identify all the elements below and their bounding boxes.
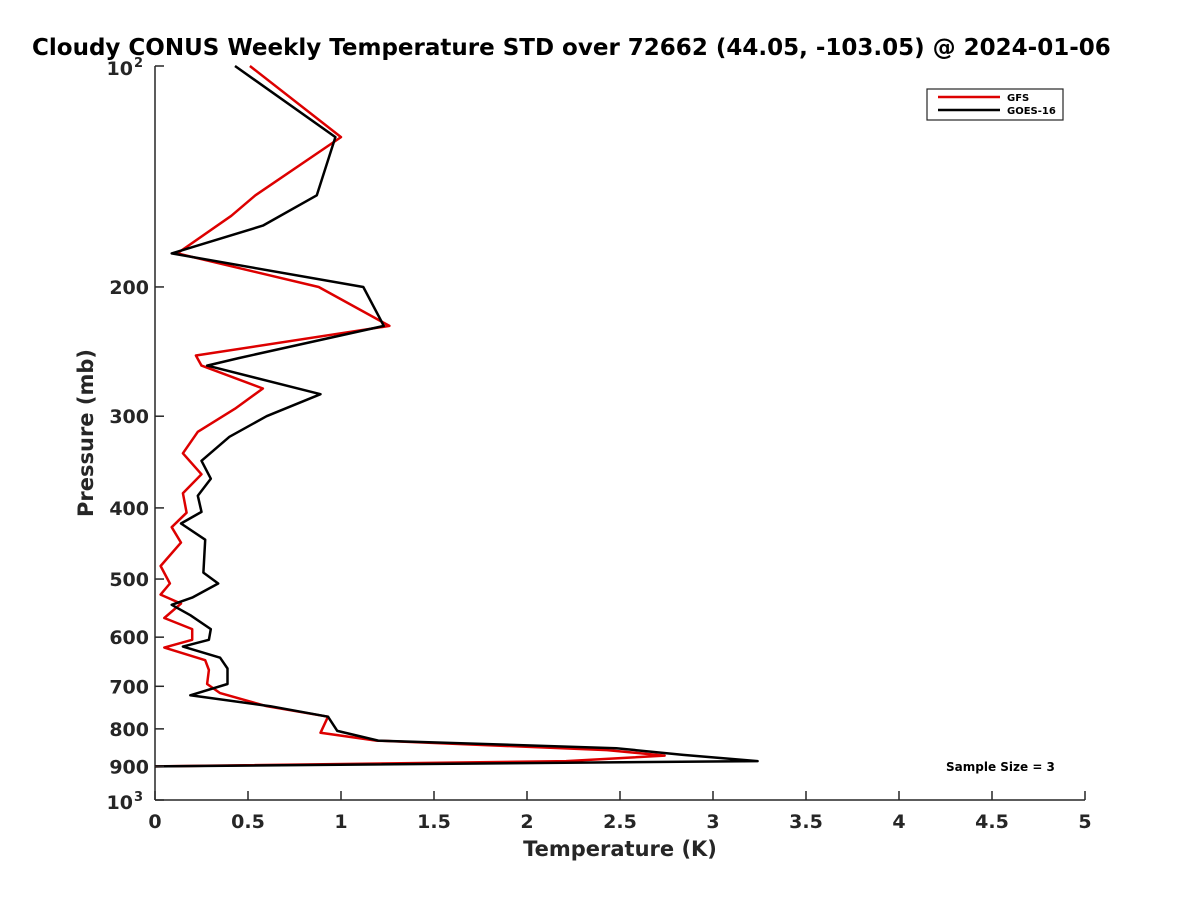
y-tick-exponent: 2 — [134, 56, 143, 71]
y-tick-label: 10 — [107, 58, 133, 80]
legend-label-goes16: GOES-16 — [1007, 106, 1056, 117]
x-tick-label: 0.5 — [231, 811, 265, 833]
y-tick-label: 300 — [109, 406, 149, 428]
y-axis-label: Pressure (mb) — [74, 349, 98, 517]
x-tick-label: 5 — [1078, 811, 1091, 833]
y-tick-label: 600 — [109, 627, 149, 649]
plot-area — [154, 64, 1085, 801]
series-lines — [154, 64, 759, 768]
y-tick-label: 700 — [109, 676, 149, 698]
legend-label-gfs: GFS — [1007, 93, 1029, 104]
x-axis-label: Temperature (K) — [523, 837, 717, 861]
x-tick-label: 1.5 — [417, 811, 451, 833]
y-tick-label: 800 — [109, 719, 149, 741]
series-line-goes16 — [154, 64, 759, 768]
legend-box — [926, 88, 1064, 121]
y-tick-label: 500 — [109, 569, 149, 591]
y-tick-label: 900 — [109, 756, 149, 778]
y-tick-exponent: 3 — [134, 790, 143, 805]
y-tick-label: 10 — [107, 792, 133, 814]
legend: GFS GOES-16 — [926, 88, 1064, 121]
sample-size-annotation: Sample Size = 3 — [946, 760, 1055, 774]
chart-title: Cloudy CONUS Weekly Temperature STD over… — [32, 35, 1111, 61]
x-tick-label: 0 — [148, 811, 161, 833]
x-tick-label: 3.5 — [789, 811, 823, 833]
x-tick-label: 4 — [892, 811, 905, 833]
x-tick-label: 2 — [520, 811, 533, 833]
y-tick-label: 400 — [109, 498, 149, 520]
x-ticks: 0 0.5 1 1.5 2 2.5 3 3.5 4 4.5 5 — [148, 791, 1092, 833]
x-tick-label: 1 — [334, 811, 347, 833]
series-line-gfs — [154, 65, 666, 768]
y-tick-label: 200 — [109, 277, 149, 299]
x-tick-label: 4.5 — [975, 811, 1009, 833]
x-tick-label: 2.5 — [603, 811, 637, 833]
x-tick-label: 3 — [706, 811, 719, 833]
